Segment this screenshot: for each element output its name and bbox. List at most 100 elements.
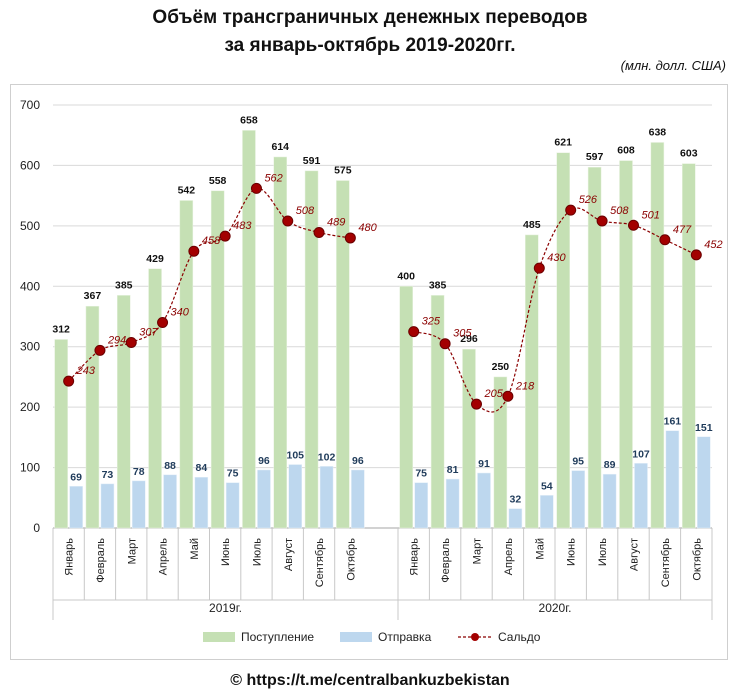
bar-inflow	[242, 130, 256, 529]
bar-inflow	[430, 295, 445, 529]
bar-inflow	[462, 348, 476, 529]
balance-point	[219, 230, 231, 242]
inflow-data-label: 591	[303, 155, 321, 167]
bar-inflow	[399, 286, 413, 529]
outflow-data-label: 32	[510, 494, 522, 506]
balance-data-label: 430	[547, 252, 566, 264]
y-tick-label: 100	[20, 461, 40, 475]
inflow-data-label: 296	[460, 333, 478, 345]
bar-outflow	[288, 464, 302, 529]
x-tick-label: Август	[283, 538, 295, 571]
y-tick-label: 500	[20, 219, 40, 233]
balance-data-label: 452	[704, 239, 722, 251]
inflow-data-label: 312	[52, 323, 70, 335]
bar-inflow	[556, 152, 570, 529]
inflow-data-label: 558	[209, 175, 227, 187]
outflow-data-label: 75	[227, 468, 239, 480]
legend-swatch-inflow	[203, 632, 235, 642]
bar-inflow	[336, 180, 350, 529]
balance-point	[344, 232, 356, 244]
balance-line	[413, 207, 697, 413]
bar-inflow	[148, 268, 162, 529]
outflow-data-label: 96	[352, 455, 364, 467]
outflow-data-label: 102	[318, 451, 336, 463]
balance-point	[125, 336, 137, 348]
bar-inflow	[493, 376, 508, 529]
balance-point	[250, 182, 262, 194]
balance-point	[188, 245, 200, 257]
outflow-data-label: 69	[70, 471, 82, 483]
balance-data-label: 562	[264, 172, 282, 184]
source-footer: © https://t.me/centralbankuzbekistan	[230, 672, 510, 689]
x-tick-label: Июль	[597, 538, 609, 566]
balance-data-label: 243	[76, 365, 96, 377]
balance-point	[313, 227, 325, 239]
bar-outflow	[697, 436, 711, 529]
bar-outflow	[508, 508, 523, 529]
outflow-data-label: 89	[604, 459, 616, 471]
bar-inflow	[210, 190, 225, 529]
x-tick-label: Июль	[251, 538, 263, 566]
bar-outflow	[194, 476, 209, 529]
outflow-data-label: 107	[632, 448, 650, 460]
balance-data-label: 458	[202, 235, 221, 247]
inflow-data-label: 608	[617, 145, 635, 157]
outflow-data-label: 91	[478, 458, 490, 470]
x-tick-label: Апрель	[158, 538, 170, 576]
legend-label-balance: Сальдо	[498, 630, 541, 644]
bar-outflow	[445, 478, 460, 529]
balance-data-label: 480	[358, 222, 377, 234]
y-tick-label: 700	[20, 98, 40, 112]
chart-title-line1: Объём трансграничных денежных переводов	[152, 7, 588, 28]
inflow-data-label: 621	[554, 137, 572, 149]
chart-title: Объём трансграничных денежных переводов …	[0, 4, 740, 60]
balance-data-label: 307	[139, 326, 158, 338]
bar-outflow	[665, 430, 680, 529]
outflow-data-label: 161	[664, 416, 682, 428]
balance-data-label: 294	[107, 334, 126, 346]
balance-point	[533, 262, 545, 274]
unit-note: (млн. долл. США)	[620, 58, 726, 73]
legend-label-inflow: Поступление	[241, 630, 314, 644]
bar-inflow	[273, 156, 287, 529]
y-tick-label: 0	[33, 521, 40, 535]
x-tick-label: Апрель	[503, 538, 515, 576]
balance-data-label: 205	[484, 388, 504, 400]
balance-point	[408, 326, 420, 338]
inflow-data-label: 400	[397, 270, 415, 282]
chart-frame	[10, 84, 728, 660]
outflow-data-label: 88	[164, 460, 176, 472]
bar-outflow	[571, 470, 585, 529]
balance-data-label: 305	[453, 328, 472, 340]
inflow-data-label: 658	[240, 114, 258, 126]
inflow-data-label: 485	[523, 219, 541, 231]
group-label: 2020г.	[539, 601, 572, 615]
bar-inflow	[117, 295, 131, 529]
balance-point	[565, 204, 577, 216]
outflow-data-label: 81	[447, 464, 459, 476]
bar-outflow	[69, 486, 83, 529]
group-label: 2019г.	[209, 601, 242, 615]
balance-point	[157, 317, 169, 329]
x-tick-label: Сентябрь	[660, 538, 672, 588]
bar-outflow	[634, 463, 648, 529]
legend-label-outflow: Отправка	[378, 630, 432, 644]
x-tick-label: Май	[189, 538, 201, 560]
balance-point	[502, 390, 514, 402]
outflow-data-label: 151	[695, 422, 713, 434]
x-tick-label: Октябрь	[345, 538, 357, 581]
balance-point	[63, 375, 75, 387]
bar-outflow	[257, 469, 271, 529]
balance-point	[628, 219, 639, 231]
balance-data-label: 477	[673, 224, 692, 236]
inflow-data-label: 250	[492, 361, 510, 373]
inflow-data-label: 575	[334, 165, 352, 177]
bar-inflow	[85, 305, 100, 529]
bar-outflow	[602, 473, 617, 529]
x-tick-label: Январь	[409, 538, 421, 576]
x-tick-label: Февраль	[95, 538, 107, 583]
outflow-data-label: 105	[286, 450, 304, 462]
inflow-data-label: 385	[115, 279, 133, 291]
bar-outflow	[319, 466, 334, 529]
